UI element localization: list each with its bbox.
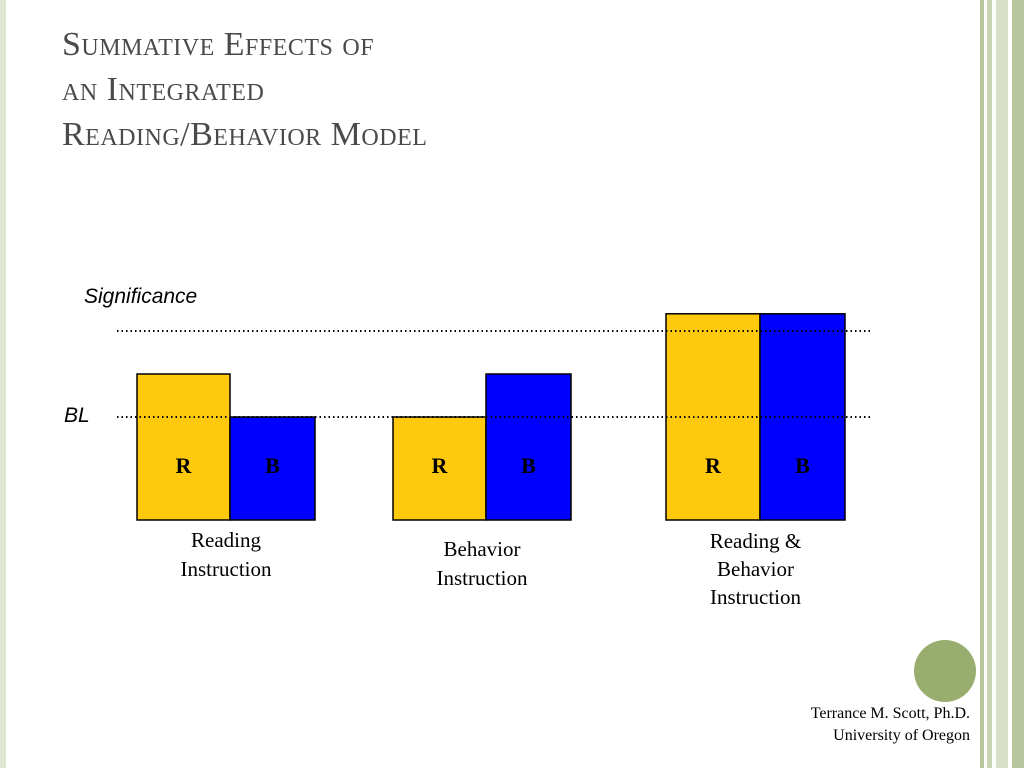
- title-line: an Integrated: [62, 71, 265, 108]
- footer-author: Terrance M. Scott, Ph.D.: [810, 705, 970, 722]
- footer-affiliation: University of Oregon: [833, 727, 970, 744]
- title-line: Reading/Behavior Model: [62, 116, 428, 153]
- group-label: Behavior: [444, 537, 521, 561]
- bar-label: R: [705, 453, 722, 478]
- group-label: Reading: [191, 528, 261, 552]
- bar-b: [485, 373, 572, 521]
- bar-b: [229, 416, 316, 521]
- bar-label: B: [795, 453, 810, 478]
- significance-label: Significance: [84, 285, 197, 308]
- slide-title: Summative Effects of an Integrated Readi…: [62, 22, 427, 157]
- decorative-stripe: [1012, 0, 1024, 768]
- bar-label: B: [521, 453, 536, 478]
- decorative-circle: [914, 640, 976, 702]
- group-label: Behavior: [717, 557, 794, 581]
- decorative-stripe: [987, 0, 992, 768]
- decorative-stripe: [996, 0, 1008, 768]
- bar-label: R: [176, 453, 193, 478]
- bl-label: BL: [64, 404, 90, 427]
- slide-footer: Terrance M. Scott, Ph.D. University of O…: [811, 703, 970, 747]
- group-label: Instruction: [710, 585, 801, 609]
- group-label: Reading &: [710, 529, 802, 553]
- bar-r: [392, 416, 487, 521]
- bar-label: B: [265, 453, 280, 478]
- left-border-rule: [0, 0, 6, 768]
- title-line: Summative Effects of: [62, 26, 375, 63]
- decorative-stripe: [980, 0, 984, 768]
- bar-label: R: [432, 453, 449, 478]
- bar-r: [665, 313, 761, 521]
- group-label: Instruction: [181, 557, 272, 581]
- group-label: Instruction: [437, 566, 528, 590]
- bar-r: [136, 373, 231, 521]
